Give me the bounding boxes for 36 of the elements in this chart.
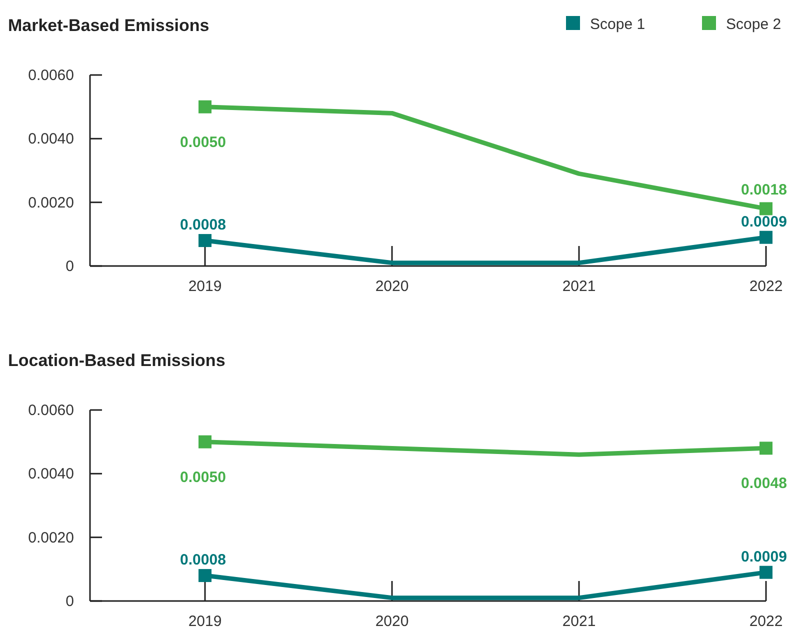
x-tick-label: 2020 bbox=[375, 613, 409, 628]
y-tick-label: 0.0040 bbox=[28, 130, 74, 148]
y-tick-label: 0 bbox=[66, 593, 74, 610]
x-tick-label: 2021 bbox=[562, 613, 596, 628]
x-tick-label: 2021 bbox=[562, 278, 596, 295]
data-label: 0.0008 bbox=[180, 552, 226, 569]
y-tick-label: 0.0060 bbox=[28, 67, 74, 84]
x-tick-label: 2019 bbox=[188, 278, 222, 295]
data-label: 0.0050 bbox=[180, 468, 226, 486]
data-label: 0.0018 bbox=[741, 182, 787, 199]
point bbox=[760, 202, 772, 216]
x-tick-label: 2022 bbox=[749, 613, 783, 628]
x-tick-label: 2020 bbox=[375, 278, 409, 295]
y-tick-label: 0 bbox=[66, 258, 74, 275]
point bbox=[760, 230, 772, 244]
data-label: 0.0008 bbox=[180, 216, 226, 234]
y-tick-label: 0.0020 bbox=[28, 194, 74, 212]
point bbox=[760, 566, 772, 579]
legend-label: Scope 1 bbox=[590, 16, 646, 33]
y-tick-label: 0.0020 bbox=[28, 529, 74, 546]
legend-label: Scope 2 bbox=[726, 16, 782, 33]
chart-title: Market-Based Emissions bbox=[8, 16, 210, 35]
y-tick-label: 0.0040 bbox=[28, 466, 74, 483]
point bbox=[198, 569, 212, 582]
chart-title: Location-Based Emissions bbox=[8, 351, 226, 370]
x-tick-label: 2022 bbox=[749, 278, 783, 295]
x-tick-label: 2019 bbox=[188, 613, 222, 628]
point bbox=[760, 442, 772, 455]
point bbox=[198, 435, 212, 448]
data-label: 0.0050 bbox=[180, 134, 226, 151]
data-label: 0.0009 bbox=[741, 213, 787, 230]
point bbox=[198, 100, 212, 114]
point bbox=[198, 234, 212, 248]
y-tick-label: 0.0060 bbox=[28, 402, 74, 419]
data-label: 0.0009 bbox=[741, 548, 787, 566]
data-label: 0.0048 bbox=[741, 475, 787, 492]
